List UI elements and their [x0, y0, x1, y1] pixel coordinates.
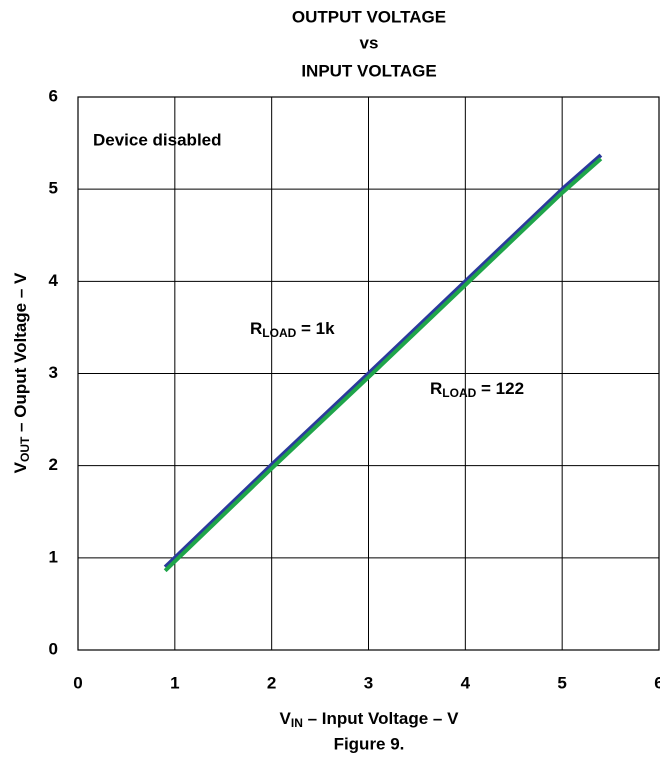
- chart-title: INPUT VOLTAGE: [301, 61, 436, 80]
- x-axis-label: VIN – Input Voltage – V: [280, 709, 460, 730]
- y-tick-label: 4: [49, 271, 59, 290]
- y-tick-label: 1: [49, 547, 58, 566]
- chart-title: OUTPUT VOLTAGE: [292, 7, 446, 26]
- y-tick-label: 0: [49, 639, 58, 658]
- y-tick-label: 6: [49, 86, 58, 105]
- x-tick-label: 0: [73, 673, 82, 692]
- series-label: RLOAD = 122: [430, 379, 524, 400]
- x-tick-label: 5: [557, 673, 566, 692]
- annotation: Device disabled: [93, 130, 222, 149]
- x-tick-label: 6: [654, 673, 660, 692]
- series-label: RLOAD = 1k: [250, 319, 335, 340]
- series-line: [163, 157, 603, 573]
- x-tick-label: 2: [267, 673, 276, 692]
- y-tick-label: 5: [49, 179, 58, 198]
- y-axis-label: VOUT – Ouput Voltage – V: [11, 272, 32, 473]
- y-tick-label: 2: [49, 455, 58, 474]
- y-tick-label: 3: [49, 363, 58, 382]
- x-tick-label: 1: [170, 673, 179, 692]
- chart-title: vs: [360, 33, 379, 52]
- caption: Figure 9.: [334, 734, 405, 753]
- x-tick-label: 4: [461, 673, 471, 692]
- series-line: [163, 153, 603, 569]
- x-tick-label: 3: [364, 673, 373, 692]
